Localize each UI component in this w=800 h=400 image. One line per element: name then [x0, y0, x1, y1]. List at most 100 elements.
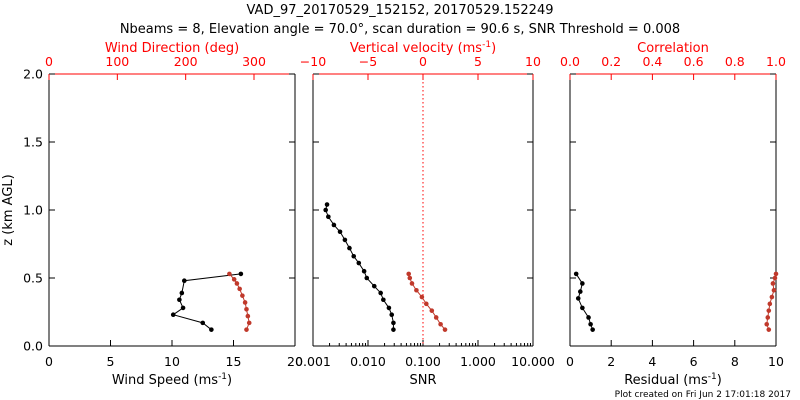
x-tick-label: 0.100 — [405, 354, 441, 369]
data-point — [227, 271, 232, 277]
data-point — [200, 320, 206, 326]
data-point — [414, 287, 419, 293]
data-point — [772, 275, 778, 281]
data-point — [180, 305, 186, 311]
top-tick-label: 0.8 — [725, 54, 745, 69]
data-point — [323, 207, 328, 213]
figure-subtitle: Nbeams = 8, Elevation angle = 70.0°, sca… — [120, 22, 680, 37]
y-tick-label: 2.0 — [23, 67, 43, 82]
y-tick-label: 0.0 — [23, 339, 43, 354]
x-axis-label: Residual (ms-1) — [624, 372, 722, 388]
top-tick-label: −5 — [359, 54, 377, 69]
data-point — [381, 297, 386, 303]
data-point — [573, 271, 579, 277]
data-point — [170, 312, 176, 318]
data-point — [771, 287, 777, 293]
series-line-2 — [408, 273, 446, 330]
y-axis-label: z (km AGL) — [1, 174, 16, 245]
data-point — [769, 294, 775, 300]
data-point — [580, 281, 585, 286]
data-point — [331, 222, 337, 228]
x-tick-label: 15 — [226, 354, 242, 369]
x-tick-label: 4 — [648, 354, 656, 369]
panel-1: 0.0 0.5 1.0 1.5 2.0 z (km AGL) 0 5 10 15 20 Wind Sp… — [1, 41, 303, 388]
series-line-1 — [575, 273, 594, 330]
data-point — [773, 271, 779, 277]
data-point — [237, 286, 242, 292]
series-line-1 — [325, 204, 394, 330]
data-point — [765, 315, 771, 320]
x-tick-label: 20 — [287, 354, 303, 369]
data-point — [240, 293, 245, 298]
data-point — [238, 271, 244, 277]
x-tick-label: 0.010 — [350, 354, 386, 369]
data-point — [590, 327, 595, 332]
x-axis-label: Wind Speed (ms-1) — [112, 372, 232, 388]
data-point — [177, 297, 182, 303]
panel-2: 0.001 0.010 0.100 1.000 10.000 SNR −10 −5 0 5 10 Ve… — [295, 40, 555, 388]
data-point — [244, 327, 249, 332]
data-point — [424, 301, 429, 307]
x-tick-label: 5 — [107, 354, 115, 369]
x-tick-label: 10 — [768, 354, 784, 369]
data-point — [391, 327, 396, 332]
top-tick-label: 300 — [242, 54, 266, 69]
series-line-2 — [766, 273, 777, 330]
data-point — [364, 275, 370, 281]
data-point — [244, 306, 249, 312]
top-axis-label: Correlation — [637, 41, 709, 56]
top-tick-label: 1.0 — [766, 54, 786, 69]
data-point — [386, 305, 392, 311]
x-tick-label: 0.001 — [295, 354, 331, 369]
data-point — [342, 237, 348, 243]
x-tick-label: 2 — [607, 354, 615, 369]
data-point — [429, 308, 435, 313]
data-point — [209, 327, 214, 332]
top-tick-label: 0.2 — [601, 54, 621, 69]
x-tick-label: 6 — [690, 354, 698, 369]
y-tick-label: 1.5 — [23, 135, 43, 150]
data-point — [580, 305, 585, 311]
data-point — [766, 327, 772, 332]
x-tick-label: 1.000 — [460, 354, 496, 369]
data-point — [179, 290, 185, 296]
data-point — [371, 283, 377, 289]
plot-created-note: Plot created on Fri Jun 2 17:01:18 2017 — [615, 390, 791, 400]
data-point — [391, 320, 396, 326]
data-point — [242, 300, 248, 305]
top-tick-label: 5 — [474, 54, 482, 69]
data-point — [419, 294, 425, 300]
top-axis-label: Vertical velocity (ms-1) — [350, 40, 496, 56]
top-tick-label: 0 — [45, 54, 53, 69]
data-point — [326, 214, 331, 220]
data-point — [356, 260, 362, 266]
data-point — [246, 320, 252, 326]
top-tick-label: −10 — [300, 54, 326, 69]
x-tick-label: 10 — [164, 354, 180, 369]
top-tick-label: 0.0 — [560, 54, 580, 69]
data-point — [586, 315, 591, 320]
data-point — [182, 278, 187, 284]
top-tick-label: 0.4 — [642, 54, 662, 69]
data-point — [351, 253, 357, 259]
top-axis-label: Wind Direction (deg) — [105, 41, 239, 56]
data-point — [575, 296, 581, 301]
x-tick-label: 0 — [45, 354, 53, 369]
data-point — [767, 301, 773, 307]
data-point — [578, 289, 583, 294]
data-point — [324, 202, 330, 207]
data-point — [433, 315, 439, 320]
data-point — [409, 281, 415, 286]
top-tick-label: 200 — [174, 54, 198, 69]
data-point — [337, 229, 343, 235]
data-point — [764, 321, 770, 327]
data-point — [407, 275, 413, 281]
data-point — [231, 277, 237, 282]
data-point — [438, 321, 443, 327]
data-point — [234, 281, 240, 286]
top-tick-label: 10 — [525, 54, 541, 69]
data-point — [347, 245, 352, 251]
data-point — [389, 312, 395, 318]
